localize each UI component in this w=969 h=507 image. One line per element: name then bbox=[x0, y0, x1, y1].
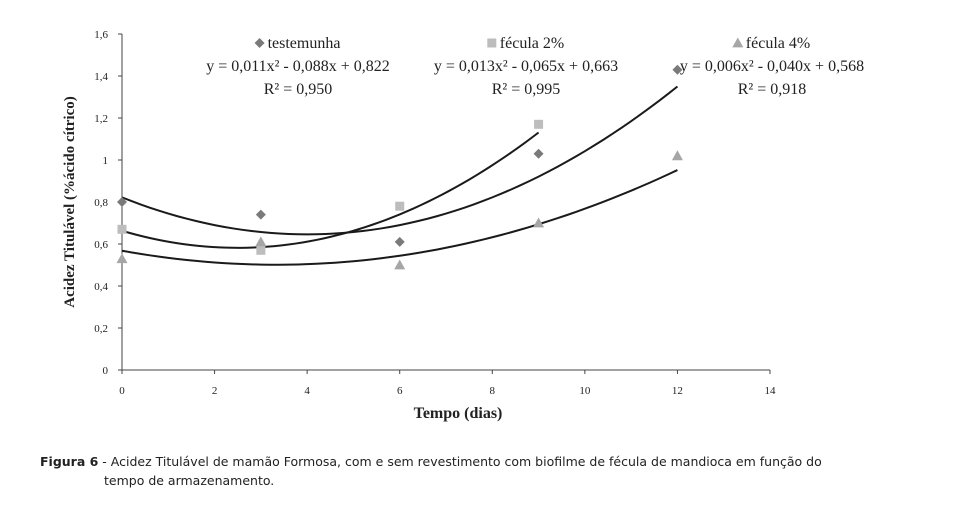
x-tick-label: 6 bbox=[397, 385, 403, 397]
x-tick-label: 4 bbox=[304, 385, 310, 397]
legend-r2: R² = 0,950 bbox=[264, 81, 333, 98]
x-tick-label: 10 bbox=[579, 385, 591, 397]
y-tick-label: 0,8 bbox=[94, 197, 108, 209]
data-point bbox=[255, 209, 266, 220]
caption-label: Figura 6 bbox=[40, 454, 99, 469]
legend-equation: y = 0,013x² - 0,065x + 0,663 bbox=[434, 58, 618, 75]
x-tick-label: 2 bbox=[212, 385, 218, 397]
legend-entry: testemunha y = 0,011x² - 0,088x + 0,822 R²… bbox=[206, 35, 390, 98]
legend-marker bbox=[732, 37, 744, 48]
data-point bbox=[117, 224, 127, 234]
y-tick-label: 1 bbox=[103, 155, 109, 167]
data-point bbox=[255, 236, 267, 247]
legend-entry: fécula 4% y = 0,006x² - 0,040x + 0,568 R² … bbox=[680, 35, 864, 98]
y-tick-label: 1,6 bbox=[94, 29, 108, 41]
legend-equation: y = 0,006x² - 0,040x + 0,568 bbox=[680, 58, 864, 75]
caption-text-line2: tempo de armazenamento. bbox=[104, 473, 275, 488]
axes: 0 0,2 0,4 0,6 0,8 1 1,2 1,4 1,6 0 2 4 6 8 10 12 14 bbox=[94, 29, 776, 397]
y-tick-label: 1,2 bbox=[94, 113, 108, 125]
y-tick-label: 0,6 bbox=[94, 239, 108, 251]
data-point bbox=[534, 119, 544, 129]
y-axis-label: Acidez Titulável (%ácido cítrico) bbox=[62, 96, 78, 308]
data-point bbox=[116, 253, 128, 264]
legend-marker bbox=[487, 38, 497, 48]
data-point bbox=[256, 245, 266, 255]
trend-line bbox=[121, 169, 678, 266]
y-tick-label: 0,4 bbox=[94, 281, 108, 293]
legend-r2: R² = 0,995 bbox=[492, 81, 561, 98]
legend-label: fécula 2% bbox=[500, 35, 564, 52]
x-tick-label: 14 bbox=[765, 385, 777, 397]
legend-equation: y = 0,011x² - 0,088x + 0,822 bbox=[206, 58, 390, 75]
data-point bbox=[394, 259, 406, 270]
y-tick-label: 0 bbox=[103, 365, 109, 377]
data-point bbox=[533, 217, 545, 228]
x-tick-label: 8 bbox=[490, 385, 496, 397]
trend-lines bbox=[121, 85, 679, 266]
legend-entry: fécula 2% y = 0,013x² - 0,065x + 0,663 R² … bbox=[434, 35, 618, 98]
caption-text-line1: - Acidez Titulável de mamão Formosa, com… bbox=[98, 454, 822, 469]
data-point bbox=[117, 197, 127, 207]
trend-line bbox=[121, 131, 540, 249]
x-tick-label: 12 bbox=[672, 385, 683, 397]
legend-label: testemunha bbox=[268, 35, 341, 52]
legend-label: fécula 4% bbox=[746, 35, 810, 52]
data-point bbox=[395, 201, 405, 211]
x-axis-label: Tempo (dias) bbox=[414, 405, 503, 422]
legend-r2: R² = 0,918 bbox=[738, 81, 807, 98]
data-point bbox=[394, 236, 405, 247]
data-points bbox=[116, 64, 683, 270]
y-tick-label: 0,2 bbox=[94, 323, 108, 335]
figure-caption: Figura 6 - Acidez Titulável de mamão For… bbox=[40, 452, 950, 490]
data-point bbox=[672, 64, 683, 75]
chart: 0 0,2 0,4 0,6 0,8 1 1,2 1,4 1,6 0 2 4 6 8 10 12 14 teste… bbox=[62, 29, 864, 422]
data-point bbox=[533, 148, 544, 159]
legend: testemunha y = 0,011x² - 0,088x + 0,822 R²… bbox=[206, 35, 864, 98]
legend-marker bbox=[254, 38, 265, 48]
y-tick-label: 1,4 bbox=[94, 71, 108, 83]
x-tick-label: 0 bbox=[119, 385, 125, 397]
trend-line bbox=[121, 85, 679, 236]
data-point bbox=[671, 150, 683, 161]
